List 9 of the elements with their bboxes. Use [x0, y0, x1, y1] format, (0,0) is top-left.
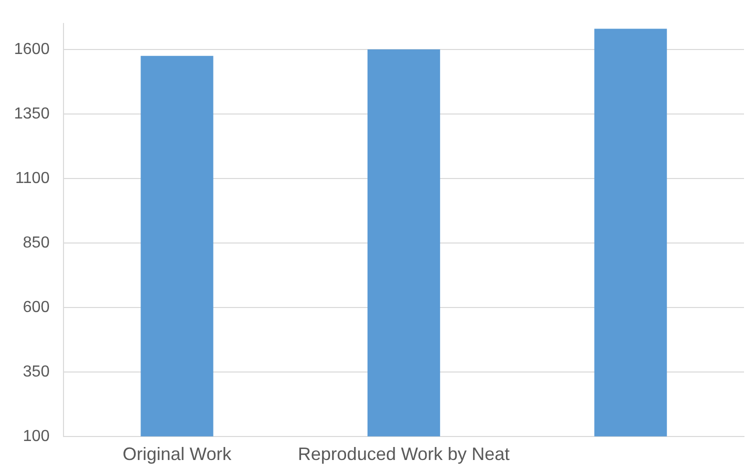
- y-tick-label: 1100: [15, 170, 50, 187]
- x-tick-label: Original Work: [122, 444, 232, 464]
- y-tick-label: 1350: [14, 105, 50, 122]
- y-tick-label: 350: [22, 363, 50, 380]
- y-tick-label: 1600: [14, 40, 50, 58]
- x-tick-label: Reproduced Work by Neat: [298, 444, 510, 464]
- y-tick-label: 100: [22, 428, 50, 445]
- y-tick-label: 850: [22, 234, 50, 252]
- y-tick-label: 600: [22, 298, 50, 316]
